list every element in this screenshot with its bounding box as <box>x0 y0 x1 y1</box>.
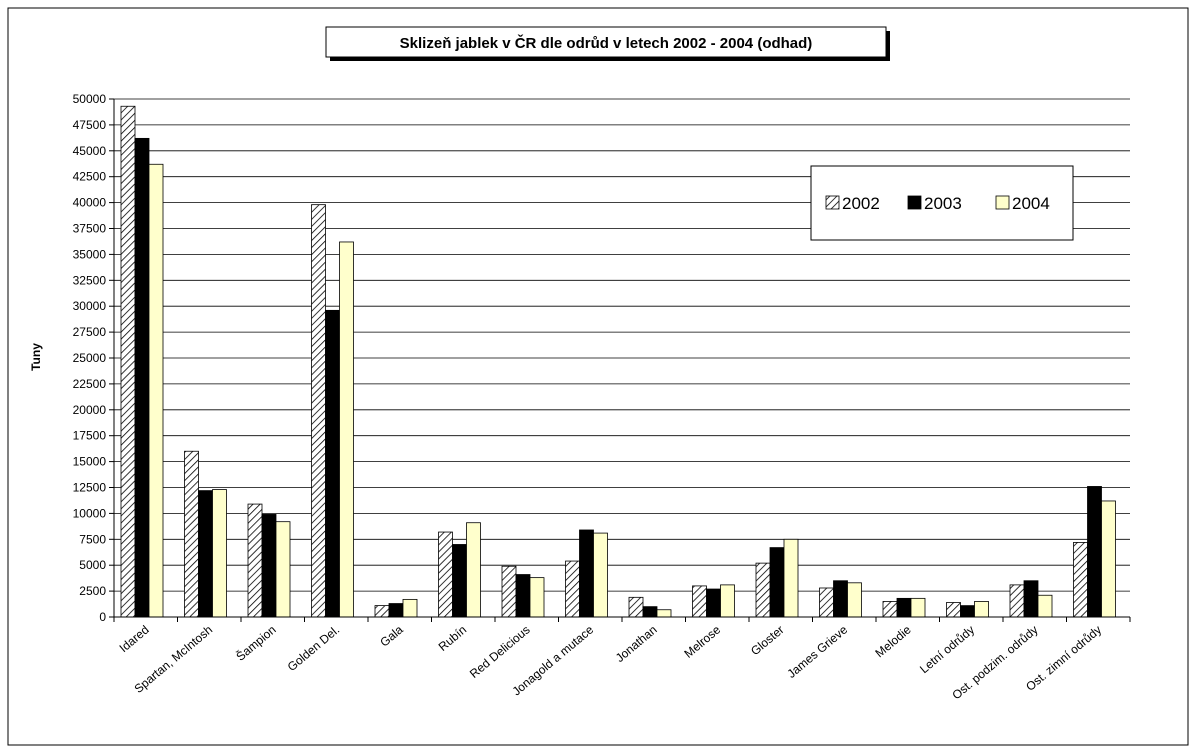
y-tick-label: 40000 <box>73 196 107 210</box>
bar-2002 <box>946 602 961 618</box>
bar-2003 <box>515 574 531 618</box>
bar-2002 <box>247 503 263 618</box>
bar-2003 <box>134 137 150 618</box>
y-tick-label: 42500 <box>73 170 107 184</box>
bar-2004 <box>1101 500 1116 618</box>
bar-2002 <box>438 531 453 618</box>
bar-2004 <box>275 521 291 618</box>
bar-2002 <box>1073 542 1088 618</box>
bar-2003 <box>833 580 848 618</box>
y-tick-label: 7500 <box>79 532 106 546</box>
legend-label-2004: 2004 <box>1012 194 1050 213</box>
bar-2003 <box>1023 580 1039 618</box>
y-tick-label: 25000 <box>73 351 107 365</box>
legend-swatch-2003 <box>907 195 922 210</box>
y-tick-label: 27500 <box>73 325 107 339</box>
bar-2002 <box>311 204 326 618</box>
bar-2002 <box>819 587 834 618</box>
bar-2002 <box>755 562 771 618</box>
y-tick-label: 35000 <box>73 247 107 261</box>
bar-2004 <box>720 584 735 618</box>
y-tick-label: 45000 <box>73 144 107 158</box>
y-tick-label: 30000 <box>73 299 107 313</box>
y-tick-label: 12500 <box>73 481 107 495</box>
bar-2002 <box>120 105 136 618</box>
y-tick-label: 47500 <box>73 118 107 132</box>
bar-2002 <box>882 601 898 618</box>
y-tick-label: 17500 <box>73 429 107 443</box>
bar-2003 <box>896 597 912 618</box>
y-tick-label: 32500 <box>73 273 107 287</box>
bar-2003 <box>706 588 721 618</box>
bar-2004 <box>910 597 926 618</box>
bars-layer <box>120 105 1116 618</box>
bar-2002 <box>501 565 517 618</box>
bar-2004 <box>1037 594 1053 618</box>
bar-2002 <box>692 585 707 618</box>
legend-label-2002: 2002 <box>842 194 880 213</box>
bar-2002 <box>1009 584 1025 618</box>
y-axis-label: Tuny <box>29 343 43 371</box>
bar-2004 <box>783 538 799 618</box>
bar-2002 <box>628 596 644 618</box>
bar-2003 <box>452 544 467 618</box>
y-tick-label: 10000 <box>73 506 107 520</box>
bar-2003 <box>198 490 213 618</box>
bar-2004 <box>847 582 862 618</box>
bar-2004 <box>212 489 227 618</box>
bar-2003 <box>579 529 594 618</box>
legend-swatch-2004 <box>995 195 1010 210</box>
bar-2003 <box>642 606 658 618</box>
legend-box <box>810 165 1074 241</box>
bar-2003 <box>261 514 277 618</box>
chart-title: Sklizeň jablek v ČR dle odrůd v letech 2… <box>400 34 813 52</box>
y-tick-label: 20000 <box>73 403 107 417</box>
bar-2004 <box>529 577 545 618</box>
chart-border <box>7 7 1189 746</box>
bar-2004 <box>402 598 418 618</box>
bar-2003 <box>388 603 404 618</box>
legend: 2002 2003 2004 <box>810 165 1074 241</box>
bar-2004 <box>466 522 481 618</box>
bar-2004 <box>148 163 164 618</box>
y-tick-label: 2500 <box>79 584 106 598</box>
grid-layer <box>114 98 1130 592</box>
y-tick-label: 15000 <box>73 455 107 469</box>
bar-2003 <box>769 547 785 618</box>
y-tick-label: 50000 <box>73 92 107 106</box>
bar-2003 <box>1087 486 1102 618</box>
bar-2004 <box>974 601 989 618</box>
bar-2004 <box>339 241 354 618</box>
y-tick-label: 5000 <box>79 558 106 572</box>
y-tick-label: 37500 <box>73 222 107 236</box>
bar-2003 <box>960 605 975 618</box>
bar-2002 <box>184 450 199 618</box>
bar-2003 <box>325 309 340 618</box>
legend-label-2003: 2003 <box>924 194 962 213</box>
y-tick-label: 22500 <box>73 377 107 391</box>
bar-2004 <box>656 609 672 618</box>
bar-2004 <box>593 532 608 618</box>
legend-swatch-2002 <box>825 195 840 210</box>
y-tick-label: 0 <box>99 610 106 624</box>
bar-2002 <box>565 560 580 618</box>
bar-2002 <box>374 605 390 618</box>
chart-title-box <box>325 26 887 58</box>
